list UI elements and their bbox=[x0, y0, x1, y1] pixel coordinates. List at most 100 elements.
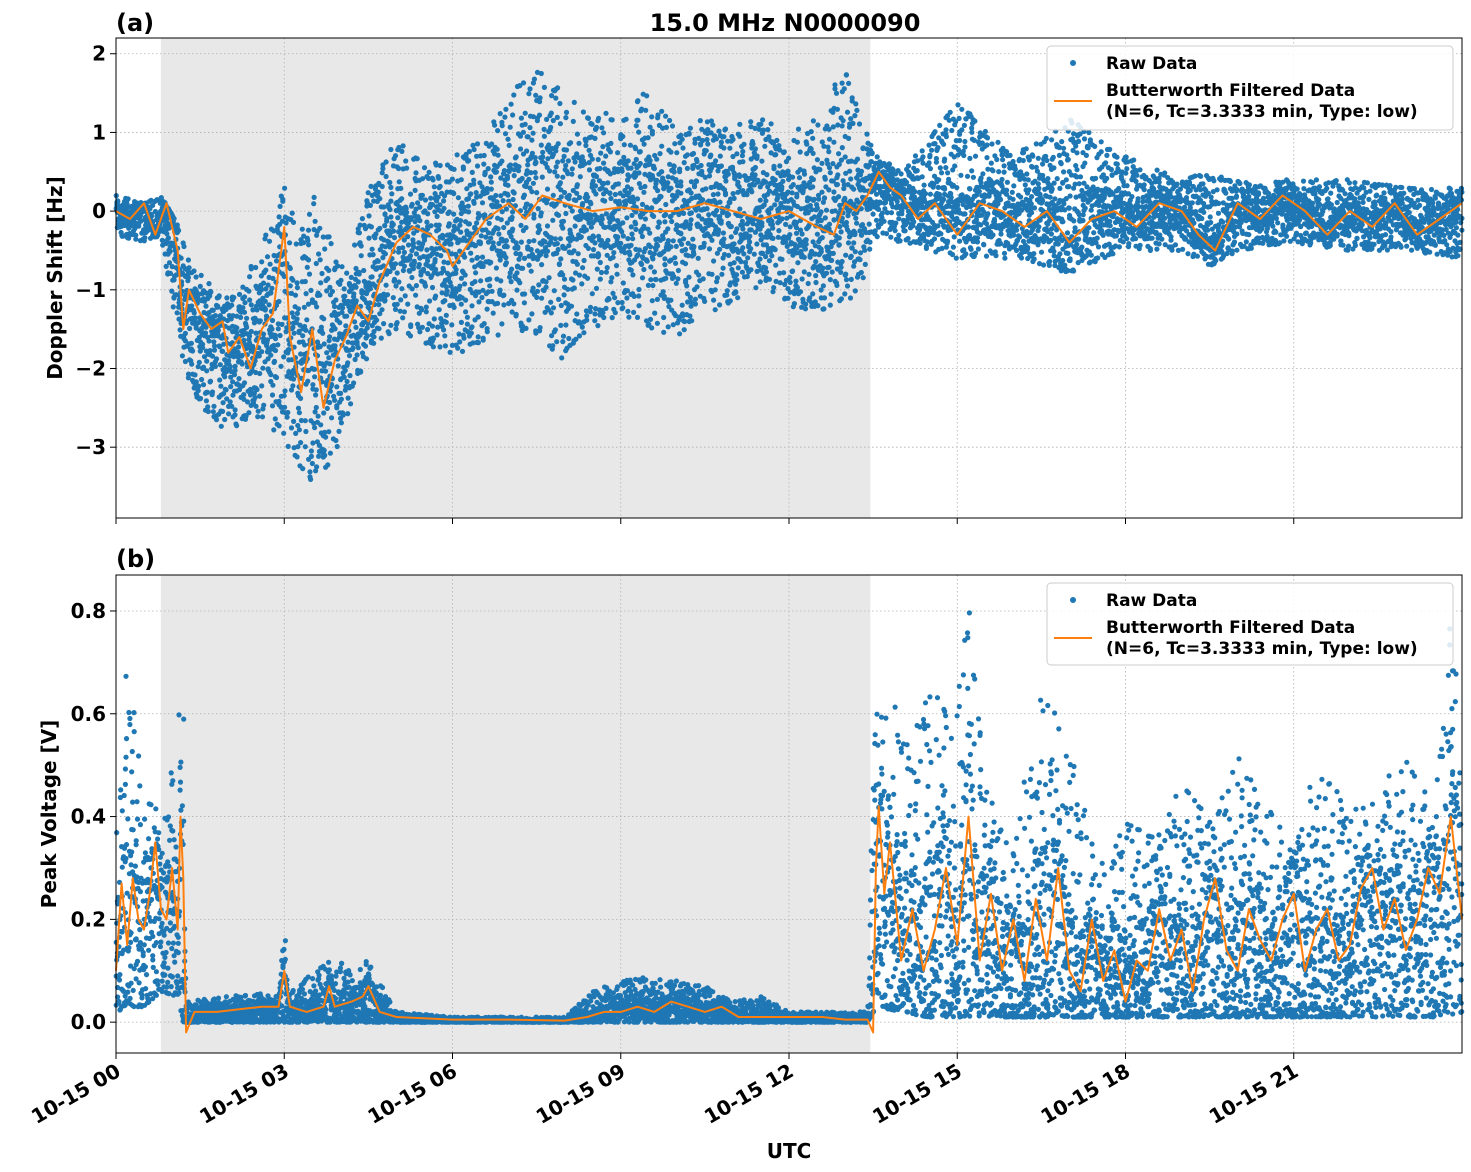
a-raw-point bbox=[529, 189, 534, 194]
a-raw-point bbox=[461, 166, 466, 171]
a-raw-point bbox=[519, 116, 524, 121]
a-raw-point bbox=[748, 119, 753, 124]
a-raw-point bbox=[662, 256, 667, 261]
a-raw-point bbox=[526, 91, 531, 96]
a-raw-point bbox=[522, 256, 527, 261]
a-raw-point bbox=[627, 252, 632, 257]
a-raw-point bbox=[559, 355, 564, 360]
a-raw-point bbox=[793, 279, 798, 284]
a-raw-point bbox=[482, 153, 487, 158]
a-raw-point bbox=[635, 196, 640, 201]
a-raw-point bbox=[584, 318, 589, 323]
a-raw-point bbox=[689, 190, 694, 195]
a-raw-point bbox=[911, 219, 916, 224]
a-raw-point bbox=[398, 186, 403, 191]
a-raw-point bbox=[306, 242, 311, 247]
a-raw-point bbox=[840, 123, 845, 128]
a-raw-point bbox=[577, 333, 582, 338]
a-raw-point bbox=[577, 195, 582, 200]
a-raw-point bbox=[826, 149, 831, 154]
a-raw-point bbox=[392, 277, 397, 282]
a-raw-point bbox=[554, 164, 559, 169]
a-raw-point bbox=[437, 344, 442, 349]
a-raw-point bbox=[861, 275, 866, 280]
a-raw-point bbox=[496, 231, 501, 236]
a-raw-point bbox=[319, 325, 324, 330]
a-raw-point bbox=[413, 170, 418, 175]
a-raw-point bbox=[636, 130, 641, 135]
a-raw-point bbox=[651, 214, 656, 219]
a-raw-point bbox=[803, 302, 808, 307]
a-raw-point bbox=[537, 113, 542, 118]
a-raw-point bbox=[451, 212, 456, 217]
a-raw-point bbox=[352, 242, 357, 247]
a-raw-point bbox=[539, 296, 544, 301]
a-raw-point bbox=[945, 239, 950, 244]
a-raw-point bbox=[355, 352, 360, 357]
a-raw-point bbox=[240, 353, 245, 358]
a-raw-point bbox=[422, 165, 427, 170]
a-raw-point bbox=[392, 235, 397, 240]
a-raw-point bbox=[661, 236, 666, 241]
a-raw-point bbox=[410, 286, 415, 291]
a-raw-point bbox=[391, 295, 396, 300]
a-raw-point bbox=[632, 294, 637, 299]
a-raw-point bbox=[758, 198, 763, 203]
a-raw-point bbox=[449, 241, 454, 246]
a-raw-point bbox=[923, 191, 928, 196]
a-raw-point bbox=[737, 122, 742, 127]
a-raw-point bbox=[585, 195, 590, 200]
a-raw-point bbox=[533, 175, 538, 180]
a-raw-point bbox=[696, 272, 701, 277]
a-raw-point bbox=[944, 134, 949, 139]
a-raw-point bbox=[835, 122, 840, 127]
a-raw-point bbox=[435, 325, 440, 330]
a-raw-point bbox=[596, 157, 601, 162]
a-raw-point bbox=[829, 292, 834, 297]
a-raw-point bbox=[696, 256, 701, 261]
a-raw-point bbox=[485, 307, 490, 312]
a-raw-point bbox=[544, 253, 549, 258]
a-raw-point bbox=[295, 311, 300, 316]
a-raw-point bbox=[267, 302, 272, 307]
a-raw-point bbox=[557, 262, 562, 267]
a-raw-point bbox=[457, 223, 462, 228]
a-raw-point bbox=[795, 140, 800, 145]
a-raw-point bbox=[954, 185, 959, 190]
a-raw-point bbox=[935, 145, 940, 150]
a-raw-point bbox=[270, 403, 275, 408]
a-raw-point bbox=[327, 334, 332, 339]
a-raw-point bbox=[142, 235, 147, 240]
a-raw-point bbox=[448, 350, 453, 355]
a-raw-point bbox=[715, 191, 720, 196]
a-raw-point bbox=[539, 143, 544, 148]
a-raw-point bbox=[721, 236, 726, 241]
a-raw-point bbox=[849, 254, 854, 259]
a-raw-point bbox=[795, 260, 800, 265]
a-raw-point bbox=[672, 164, 677, 169]
a-raw-point bbox=[830, 269, 835, 274]
a-raw-point bbox=[529, 269, 534, 274]
a-raw-point bbox=[843, 272, 848, 277]
a-raw-point bbox=[542, 127, 547, 132]
a-raw-point bbox=[835, 107, 840, 112]
a-raw-point bbox=[563, 211, 568, 216]
a-raw-point bbox=[629, 231, 634, 236]
a-raw-point bbox=[242, 380, 247, 385]
a-raw-point bbox=[906, 236, 911, 241]
a-raw-point bbox=[481, 338, 486, 343]
a-raw-point bbox=[682, 319, 687, 324]
a-raw-point bbox=[218, 362, 223, 367]
a-raw-point bbox=[920, 174, 925, 179]
a-raw-point bbox=[190, 348, 195, 353]
a-raw-point bbox=[812, 214, 817, 219]
a-raw-point bbox=[704, 148, 709, 153]
a-raw-point bbox=[423, 197, 428, 202]
a-raw-point bbox=[194, 274, 199, 279]
a-raw-point bbox=[260, 414, 265, 419]
a-raw-point bbox=[842, 291, 847, 296]
a-raw-point bbox=[564, 147, 569, 152]
a-raw-point bbox=[554, 339, 559, 344]
a-raw-point bbox=[586, 246, 591, 251]
a-raw-point bbox=[499, 159, 504, 164]
